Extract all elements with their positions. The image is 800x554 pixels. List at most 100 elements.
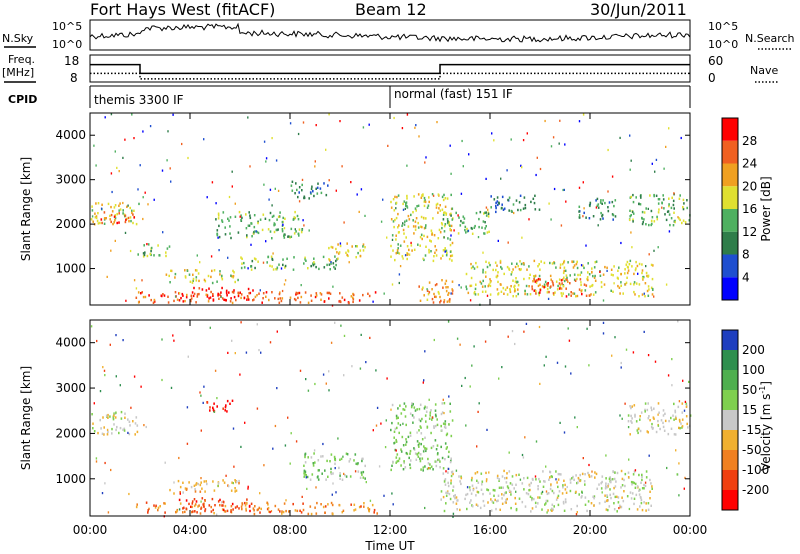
power-cell	[651, 287, 654, 291]
power-cell	[483, 212, 485, 215]
power-cell	[651, 216, 654, 219]
power-noise-cell	[153, 198, 155, 201]
velocity-cell	[604, 500, 606, 503]
velocity-cell	[426, 425, 429, 428]
velocity-cell	[419, 459, 422, 463]
x-tick-label: 00:00	[673, 523, 708, 537]
power-cell	[451, 292, 454, 295]
velocity-cell	[277, 508, 280, 511]
power-cell	[153, 298, 156, 302]
velocity-cell	[557, 485, 559, 489]
velocity-cell	[406, 452, 409, 456]
velocity-cell	[535, 505, 537, 508]
velocity-cell	[626, 495, 629, 498]
velocity-cell	[550, 475, 553, 478]
power-cell	[97, 212, 99, 215]
power-cell	[217, 212, 220, 215]
velocity-noise-cell	[443, 412, 445, 415]
power-cell	[495, 210, 497, 214]
power-noise-cell	[211, 181, 214, 184]
velocity-cell	[327, 475, 329, 478]
velocity-cell	[417, 455, 420, 458]
power-noise-cell	[166, 159, 168, 162]
power-cell	[600, 211, 602, 215]
velocity-cell	[687, 426, 689, 429]
power-cell	[329, 292, 332, 295]
velocity-cell	[367, 506, 369, 510]
power-noise-cell	[280, 267, 283, 270]
power-cell	[562, 271, 565, 275]
power-cell	[599, 201, 602, 204]
power-cell	[534, 208, 537, 211]
power-cell	[497, 280, 499, 284]
power-cell	[133, 209, 135, 212]
velocity-cell	[424, 414, 427, 417]
power-noise-cell	[443, 236, 445, 239]
velocity-cell	[426, 406, 428, 409]
velocity-cell	[445, 447, 448, 450]
power-cell	[253, 225, 256, 229]
power-cell	[601, 202, 603, 205]
velocity-cell	[395, 417, 398, 420]
power-cell	[440, 222, 443, 225]
velocity-cell	[608, 477, 611, 480]
velocity-cell	[641, 473, 643, 477]
power-cell	[638, 283, 641, 286]
power-cell	[597, 203, 600, 206]
velocity-cell	[677, 405, 680, 409]
power-cell	[477, 293, 480, 296]
velocity-noise-cell	[90, 325, 93, 328]
power-noise-cell	[453, 229, 455, 232]
power-cell	[455, 211, 457, 215]
x-tick-label: 20:00	[573, 523, 608, 537]
velocity-noise-cell	[233, 465, 235, 468]
velocity-cell	[204, 509, 206, 513]
velocity-cell	[397, 407, 399, 410]
velocity-cell	[630, 480, 633, 484]
velocity-cell	[555, 498, 558, 501]
power-cell	[451, 259, 453, 262]
velocity-noise-cell	[464, 376, 466, 380]
power-cell	[502, 208, 505, 211]
velocity-cell	[558, 473, 561, 476]
power-cell	[524, 289, 526, 293]
velocity-noise-cell	[313, 449, 316, 452]
power-noise-cell	[450, 234, 452, 237]
power-cell	[652, 264, 654, 267]
power-cell	[448, 221, 450, 224]
velocity-cell	[92, 422, 94, 425]
power-noise-cell	[460, 286, 462, 289]
velocity-cell	[279, 510, 281, 513]
power-noise-cell	[133, 137, 135, 140]
velocity-cell	[575, 474, 577, 477]
power-cell	[475, 283, 477, 286]
power-noise-cell	[562, 188, 564, 192]
power-cell	[555, 280, 558, 283]
power-cell	[432, 217, 434, 220]
power-cell	[297, 291, 300, 295]
velocity-cell	[185, 499, 188, 502]
power-cell	[328, 263, 331, 266]
power-cell	[205, 289, 208, 292]
velocity-cell	[630, 406, 632, 410]
velocity-cell	[408, 456, 410, 460]
velocity-cell	[303, 469, 306, 472]
power-cell	[540, 260, 542, 263]
power-cell	[484, 211, 486, 214]
power-cell	[633, 281, 636, 284]
velocity-cell	[537, 487, 539, 491]
velocity-cell	[651, 487, 653, 490]
power-noise-cell	[217, 236, 219, 239]
power-cell	[92, 220, 94, 223]
power-cell	[110, 220, 112, 224]
velocity-noise-cell	[452, 512, 455, 515]
power-cell	[647, 294, 650, 297]
velocity-cell	[609, 493, 611, 497]
velocity-noise-cell	[485, 480, 488, 483]
power-colorbar-swatch	[722, 209, 738, 232]
velocity-colorbar-swatch	[722, 450, 738, 470]
velocity-cell	[655, 430, 658, 434]
power-cell	[557, 284, 559, 288]
